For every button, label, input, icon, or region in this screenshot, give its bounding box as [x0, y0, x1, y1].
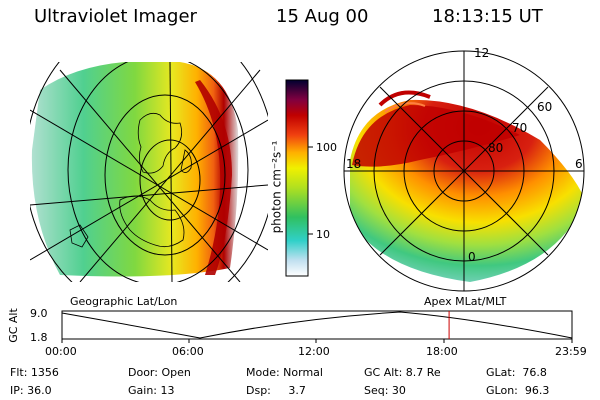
mlt-label-12: 12 — [474, 46, 490, 60]
time-tick-3: 18:00 — [426, 345, 458, 358]
info-gain: Gain: 13 — [128, 384, 175, 397]
instrument-title: Ultraviolet Imager — [34, 6, 197, 27]
left-panel-caption: Geographic Lat/Lon — [70, 295, 178, 308]
time-tick-0: 00:00 — [45, 345, 77, 358]
mlt-label-6: 6 — [575, 157, 583, 171]
mlat-label-70: 70 — [512, 121, 528, 135]
info-ip: IP: 36.0 — [10, 384, 52, 397]
colorbar — [285, 79, 309, 277]
info-dsp: Dsp: 3.7 — [246, 384, 306, 397]
date-label: 15 Aug 00 — [276, 6, 369, 27]
info-seq: Seq: 30 — [364, 384, 406, 397]
geographic-image — [30, 62, 268, 282]
time-tick-2: 12:00 — [298, 345, 330, 358]
info-door: Door: Open — [128, 366, 191, 379]
colorbar-tick-10: 10 — [316, 228, 330, 241]
altitude-ytick-high: 9.0 — [30, 307, 48, 320]
polar-grid — [343, 50, 585, 292]
mlt-label-18: 18 — [346, 157, 362, 171]
info-glat: GLat: 76.8 — [486, 366, 547, 379]
altitude-ytick-low: 1.8 — [30, 331, 48, 344]
time-tick-4: 23:59 — [555, 345, 587, 358]
info-mode: Mode: Normal — [246, 366, 323, 379]
mlat-label-80: 80 — [488, 141, 504, 155]
colorbar-tick-100: 100 — [316, 141, 337, 154]
altitude-ylabel: GC Alt — [6, 308, 20, 343]
time-tick-1: 06:00 — [172, 345, 204, 358]
info-glon: GLon: 96.3 — [486, 384, 550, 397]
info-gcalt: GC Alt: 8.7 Re — [364, 366, 441, 379]
altitude-plot-frame — [61, 310, 573, 340]
right-panel-caption: Apex MLat/MLT — [424, 295, 507, 308]
altitude-curve — [61, 311, 573, 339]
mlt-label-0: 0 — [468, 250, 476, 264]
colorbar-unit: photon cm⁻²s⁻¹ — [269, 140, 284, 234]
mlat-label-60: 60 — [537, 100, 553, 114]
time-label: 18:13:15 UT — [432, 6, 543, 27]
info-flt: Flt: 1356 — [10, 366, 59, 379]
